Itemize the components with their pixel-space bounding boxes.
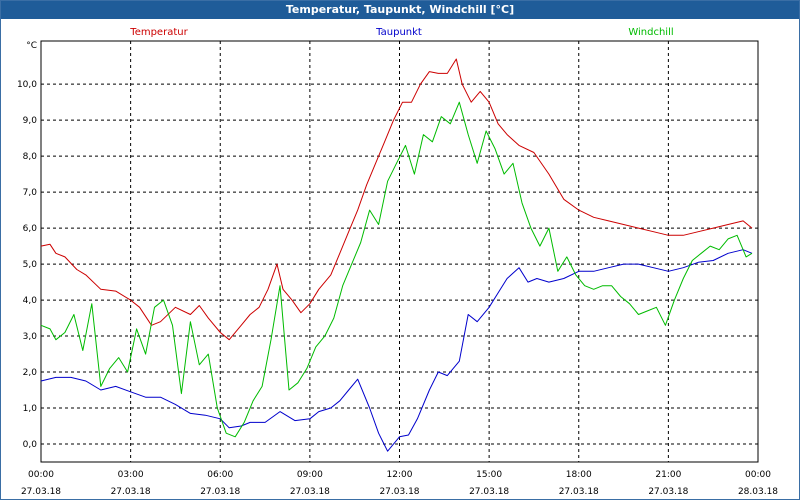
x-tick-time: 03:00 (118, 470, 144, 480)
y-tick-label: 6,0 (23, 224, 38, 234)
y-tick-label: 8,0 (23, 152, 38, 162)
x-tick-time: 12:00 (387, 470, 413, 480)
y-tick-label: 9,0 (23, 116, 38, 126)
y-axis-label: °C (26, 41, 37, 51)
y-tick-label: 1,0 (23, 404, 38, 414)
grid-lines (41, 41, 758, 462)
x-tick-time: 15:00 (476, 470, 502, 480)
legend-entry-temperatur: Temperatur (129, 27, 188, 38)
x-tick-date: 27.03.18 (559, 487, 599, 497)
x-tick-time: 06:00 (207, 470, 233, 480)
x-tick-date: 28.03.18 (738, 487, 778, 497)
series-line-temperatur (40, 58, 753, 341)
window-title: Temperatur, Taupunkt, Windchill [°C] (1, 1, 799, 19)
y-tick-label: 2,0 (23, 368, 38, 378)
series-line-taupunkt (40, 249, 753, 452)
x-tick-date: 27.03.18 (21, 487, 61, 497)
legend: Temperatur Taupunkt Windchill (129, 27, 673, 38)
y-tick-label: 10,0 (17, 80, 37, 90)
x-tick-date: 27.03.18 (648, 487, 688, 497)
x-tick-time: 21:00 (655, 470, 681, 480)
y-tick-label: 0,0 (23, 440, 38, 450)
y-tick-label: 4,0 (23, 296, 38, 306)
x-tick-time: 18:00 (566, 470, 592, 480)
x-tick-date: 27.03.18 (379, 487, 419, 497)
x-tick-date: 27.03.18 (290, 487, 330, 497)
x-tick-date: 27.03.18 (200, 487, 240, 497)
y-tick-label: 7,0 (23, 188, 38, 198)
y-tick-label: 5,0 (23, 260, 38, 270)
x-tick-time: 00:00 (745, 470, 771, 480)
legend-entry-taupunkt: Taupunkt (375, 27, 422, 38)
y-tick-label: 3,0 (23, 332, 38, 342)
series-line-windchill (40, 101, 753, 438)
x-tick-time: 00:00 (28, 470, 54, 480)
series-lines (40, 58, 753, 452)
x-tick-date: 27.03.18 (111, 487, 151, 497)
axis-labels: 0,0 1,0 2,0 3,0 4,0 5,0 6,0 7,0 8,0 9,0 10,0 °C 00:0… (17, 41, 778, 497)
x-tick-date: 27.03.18 (469, 487, 509, 497)
legend-entry-windchill: Windchill (628, 27, 673, 38)
x-tick-time: 09:00 (297, 470, 323, 480)
